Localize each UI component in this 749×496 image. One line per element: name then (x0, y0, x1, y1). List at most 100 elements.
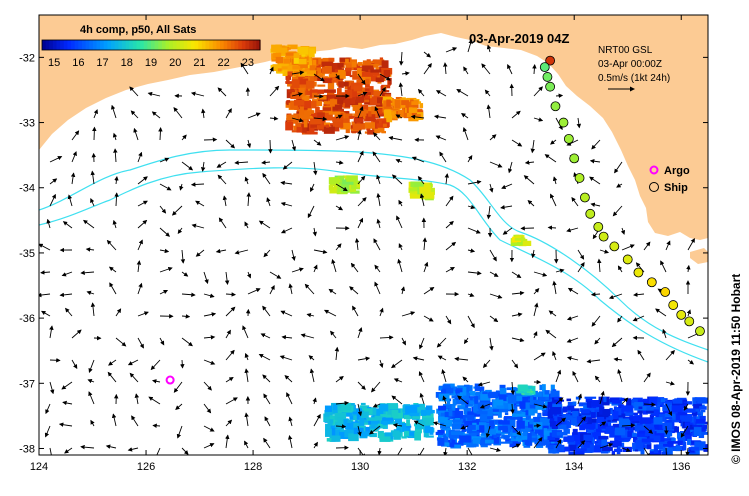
current-arrow (502, 227, 513, 235)
sst-pixel (349, 97, 356, 105)
current-arrow (159, 227, 170, 237)
current-arrow (137, 311, 149, 317)
sst-pixel (639, 417, 652, 424)
sst-pixel (549, 421, 556, 427)
current-arrow (284, 375, 293, 383)
current-arrow (379, 86, 386, 97)
current-arrow (137, 219, 148, 229)
sst-pixel (351, 61, 357, 68)
current-arrow (401, 311, 416, 317)
current-arrow (137, 282, 143, 295)
sst-pixel (323, 89, 336, 93)
colorbar-segment (165, 40, 170, 50)
current-arrow (419, 392, 425, 405)
current-arrow (467, 248, 476, 253)
sst-pixel (656, 397, 665, 403)
current-arrow (291, 92, 303, 97)
current-arrow (83, 219, 95, 229)
sst-pixel (374, 415, 381, 421)
current-arrow (686, 264, 691, 273)
sst-pixel (646, 410, 657, 414)
current-arrow (685, 447, 690, 455)
current-arrow (614, 161, 623, 174)
current-arrow (489, 337, 494, 351)
current-arrow (203, 271, 209, 285)
sst-pixel (620, 397, 625, 402)
sst-pixel (611, 411, 619, 419)
current-arrow (147, 91, 161, 97)
sst-pixel (461, 402, 466, 407)
current-arrow (115, 337, 127, 347)
colorbar-segment (172, 40, 178, 50)
current-arrow (572, 370, 579, 383)
ship-observation (676, 309, 687, 320)
sst-pixel (459, 414, 472, 420)
current-arrow (159, 183, 172, 191)
ship-observation (593, 221, 604, 232)
sst-pixel (627, 402, 639, 407)
current-arrow (111, 413, 117, 427)
current-arrow (357, 150, 364, 163)
sst-pixel (547, 411, 555, 419)
sst-pixel (354, 110, 363, 117)
sst-pixel (373, 59, 385, 66)
sst-pixel (553, 414, 557, 418)
sst-pixel (387, 418, 393, 424)
current-arrow (268, 139, 273, 154)
sst-pixel (499, 384, 506, 390)
sst-pixel (649, 435, 661, 442)
current-arrow (436, 337, 447, 348)
sst-pixel (681, 413, 693, 422)
colorbar-segment (92, 40, 98, 50)
sst-pixel (382, 123, 387, 127)
current-vectors (39, 39, 701, 455)
current-arrow (203, 359, 216, 365)
colorbar-segment (169, 40, 174, 50)
sst-pixel (621, 424, 630, 432)
current-arrow (395, 114, 403, 119)
current-arrow (244, 176, 249, 185)
sst-pixel (297, 46, 309, 55)
sst-pixel (614, 435, 625, 441)
sst-pixel (413, 403, 419, 406)
sst-pixel (692, 424, 703, 427)
sst-pixel (424, 425, 430, 433)
current-arrow (613, 357, 623, 362)
sst-pixel (684, 401, 692, 405)
current-arrow (655, 308, 667, 317)
sst-pixel (455, 389, 463, 394)
ship-observation (695, 326, 705, 337)
current-arrow (410, 114, 425, 120)
sst-pixel (515, 435, 528, 442)
sst-pixel (632, 442, 638, 450)
sst-pixel (378, 119, 383, 127)
current-arrow (41, 310, 51, 317)
sst-pixel (353, 422, 360, 429)
sst-pixel (388, 77, 392, 85)
colorbar-segment (89, 40, 94, 50)
current-arrow (80, 270, 95, 276)
sst-pixel (544, 408, 550, 415)
sst-pixel (550, 384, 555, 392)
sst-pixel (493, 434, 497, 439)
sst-pixel (639, 412, 643, 419)
current-arrow (262, 172, 271, 185)
sst-pixel (308, 112, 318, 120)
sst-pixel (337, 62, 344, 68)
sst-pixel (365, 95, 370, 99)
current-arrow (545, 329, 557, 339)
sst-pixel (364, 122, 375, 129)
current-arrow (577, 262, 585, 273)
sst-pixel (414, 182, 424, 187)
current-arrow (489, 134, 497, 141)
sst-pixel (307, 58, 318, 65)
sst-pixel (371, 106, 377, 115)
sst-pixel (326, 438, 332, 442)
sst-pixel (415, 420, 427, 430)
sst-pixel (527, 432, 532, 441)
current-arrow (463, 337, 469, 345)
current-arrow (105, 444, 117, 449)
current-arrow (313, 249, 328, 255)
current-arrow (110, 104, 117, 119)
sst-pixel (344, 429, 356, 438)
